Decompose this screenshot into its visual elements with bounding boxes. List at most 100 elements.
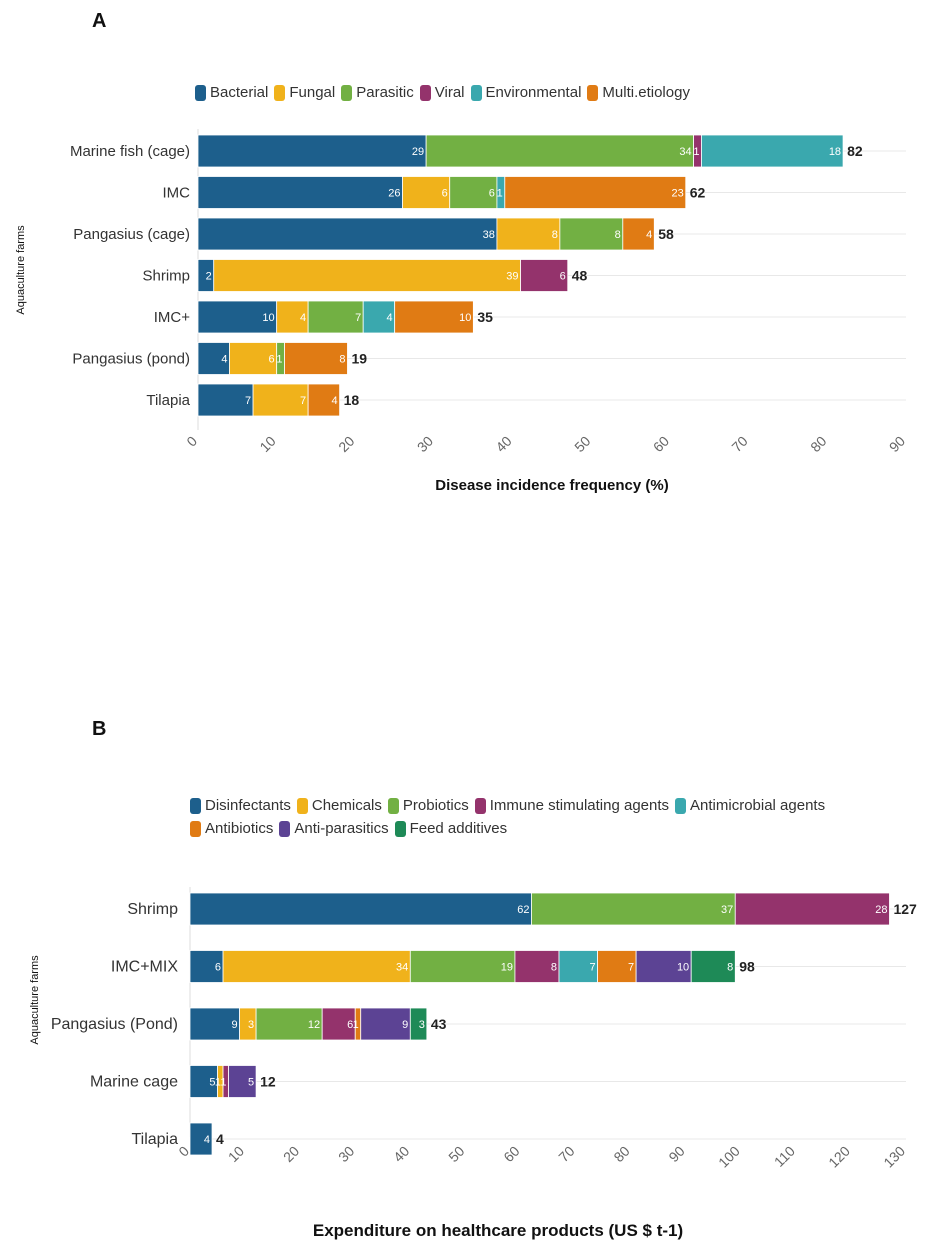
bar-value-label: 4 bbox=[300, 312, 306, 324]
bar-segment-parasitic bbox=[559, 217, 624, 251]
legend-item-environmental[interactable]: Environmental bbox=[470, 84, 581, 101]
bar-value-label: 18 bbox=[829, 146, 841, 158]
bar-total-label: 4 bbox=[216, 1131, 224, 1147]
bar-value-label: 1 bbox=[693, 146, 699, 158]
bar-value-label: 9 bbox=[231, 1019, 237, 1031]
bar-value-label: 10 bbox=[459, 312, 471, 324]
bar-segment-multi-etiology bbox=[504, 176, 687, 209]
bar-value-label: 2 bbox=[206, 271, 212, 283]
bar-value-label: 6 bbox=[347, 1019, 353, 1031]
bar-total-label: 127 bbox=[893, 901, 917, 917]
category-label: IMC bbox=[163, 185, 191, 202]
bar-total-label: 18 bbox=[344, 392, 360, 408]
bar-segment-multi-etiology bbox=[307, 383, 340, 417]
legend-label: Probiotics bbox=[402, 797, 469, 814]
bar-value-label: 34 bbox=[396, 962, 408, 974]
bar-segment-feed-additives bbox=[409, 1007, 428, 1041]
bar-segment-bacterial bbox=[197, 217, 498, 251]
panel-letter-a: A bbox=[92, 10, 107, 32]
bar-value-label: 6 bbox=[560, 271, 566, 283]
bar-total-label: 98 bbox=[739, 959, 755, 975]
bar-segment-multi-etiology bbox=[284, 342, 348, 375]
x-tick-label: 100 bbox=[715, 1143, 743, 1171]
legend-label: Feed additives bbox=[409, 820, 508, 837]
bar-segment-parasitic bbox=[307, 300, 364, 334]
bar-value-label: 8 bbox=[615, 229, 621, 241]
bar-segment-probiotics bbox=[409, 950, 516, 983]
legend-item-parasitic[interactable]: Parasitic bbox=[341, 84, 414, 101]
legend-item-antimicrobial-agents[interactable]: Antimicrobial agents bbox=[675, 797, 825, 814]
bar-value-label: 5 bbox=[209, 1077, 215, 1089]
x-tick-label: 10 bbox=[225, 1143, 247, 1165]
bar-segment-fungal bbox=[276, 300, 309, 334]
legend-item-immune-stimulating-agents[interactable]: Immune stimulating agents bbox=[474, 797, 669, 814]
x-tick-label: 110 bbox=[771, 1143, 798, 1170]
legend-swatch bbox=[470, 84, 482, 101]
category-label: Tilapia bbox=[131, 1131, 178, 1148]
legend-item-feed-additives[interactable]: Feed additives bbox=[394, 820, 508, 837]
bar-value-label: 34 bbox=[679, 146, 691, 158]
bar-value-label: 7 bbox=[628, 962, 634, 974]
legend-label: Parasitic bbox=[356, 84, 414, 101]
bar-segment-disinfectants bbox=[189, 1122, 213, 1156]
bar-value-label: 6 bbox=[489, 188, 495, 200]
x-tick-label: 50 bbox=[445, 1143, 467, 1165]
bar-value-label: 1 bbox=[220, 1077, 226, 1089]
bar-segment-disinfectants bbox=[189, 1007, 240, 1041]
category-label: Marine cage bbox=[90, 1074, 178, 1091]
category-label: Pangasius (Pond) bbox=[51, 1016, 178, 1033]
legend-item-multi-etiology[interactable]: Multi.etiology bbox=[587, 84, 690, 101]
bar-segment-immune-stimulating-agents bbox=[514, 950, 560, 983]
legend-label: Fungal bbox=[289, 84, 336, 101]
legend-swatch bbox=[419, 84, 431, 101]
bar-segment-probiotics bbox=[255, 1007, 323, 1041]
bar-segment-disinfectants bbox=[189, 892, 532, 926]
legend-item-viral[interactable]: Viral bbox=[419, 84, 465, 101]
bar-total-label: 43 bbox=[431, 1016, 447, 1032]
bar-value-label: 3 bbox=[419, 1019, 425, 1031]
bar-value-label: 1 bbox=[215, 1077, 221, 1089]
bar-segment-multi-etiology bbox=[394, 300, 474, 334]
legend-b: Disinfectants Chemicals Probiotics Immune s… bbox=[190, 797, 910, 843]
legend-item-anti-parasitics[interactable]: Anti-parasitics bbox=[279, 820, 389, 837]
bar-segment-multi-etiology bbox=[622, 217, 655, 251]
bar-value-label: 19 bbox=[501, 962, 513, 974]
legend-item-probiotics[interactable]: Probiotics bbox=[387, 797, 469, 814]
bar-segment-antibiotics bbox=[597, 950, 637, 983]
legend-label: Antimicrobial agents bbox=[690, 797, 826, 814]
legend-item-antibiotics[interactable]: Antibiotics bbox=[190, 820, 273, 837]
x-axis-title: Disease incidence frequency (%) bbox=[435, 477, 668, 494]
bar-value-label: 8 bbox=[552, 229, 558, 241]
bar-segment-environmental bbox=[362, 300, 396, 334]
legend-item-disinfectants[interactable]: Disinfectants bbox=[190, 797, 291, 814]
legend-item-bacterial[interactable]: Bacterial bbox=[195, 84, 268, 101]
legend-swatch bbox=[195, 84, 206, 101]
bar-total-label: 19 bbox=[351, 351, 367, 367]
bar-value-label: 1 bbox=[497, 188, 503, 200]
category-label: IMC+MIX bbox=[111, 959, 178, 976]
bar-value-label: 1 bbox=[276, 354, 282, 366]
bar-segment-disinfectants bbox=[189, 950, 224, 983]
x-tick-label: 130 bbox=[880, 1143, 908, 1171]
legend-label: Chemicals bbox=[311, 797, 382, 814]
bar-segment-environmental bbox=[701, 134, 844, 168]
category-label: Pangasius (pond) bbox=[72, 351, 190, 368]
legend-swatch bbox=[675, 797, 687, 814]
legend-item-fungal[interactable]: Fungal bbox=[274, 84, 335, 101]
x-tick-label: 30 bbox=[335, 1143, 357, 1165]
legend-item-chemicals[interactable]: Chemicals bbox=[296, 797, 382, 814]
bar-segment-parasitic bbox=[425, 134, 695, 168]
legend-label: Disinfectants bbox=[205, 797, 291, 814]
bar-value-label: 6 bbox=[442, 188, 448, 200]
x-tick-label: 60 bbox=[500, 1143, 522, 1165]
bar-value-label: 10 bbox=[262, 312, 274, 324]
bar-value-label: 7 bbox=[300, 395, 306, 407]
bar-segment-fungal bbox=[496, 217, 561, 251]
bar-total-label: 82 bbox=[847, 143, 863, 159]
bar-value-label: 39 bbox=[506, 271, 518, 283]
bar-value-label: 7 bbox=[589, 962, 595, 974]
legend-swatch bbox=[279, 820, 291, 837]
bar-value-label: 8 bbox=[339, 354, 345, 366]
legend-swatch bbox=[296, 797, 308, 814]
legend-swatch bbox=[274, 84, 286, 101]
